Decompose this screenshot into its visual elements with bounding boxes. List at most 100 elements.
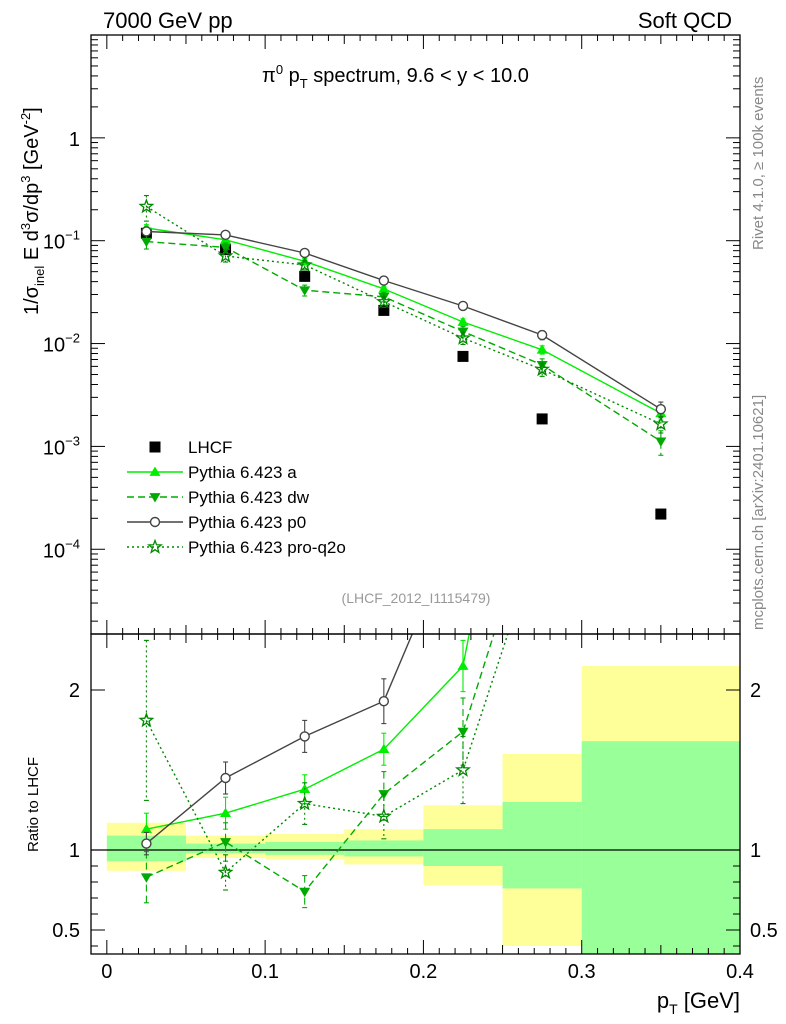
ratio-point-p0 [141, 838, 152, 849]
ratio-band-green [423, 829, 503, 866]
xlabel-subscript: T [669, 1001, 678, 1017]
ylabel-part-i: ] [21, 107, 43, 113]
rivet-version-label: Rivet 4.1.0, ≥ 100k events [750, 77, 767, 250]
tick-exponent: −2 [65, 331, 80, 346]
series-line-a [146, 227, 662, 414]
title-t-subscript: T [300, 76, 308, 91]
ratio-point-dw [140, 873, 152, 883]
data-point-a [378, 283, 390, 293]
data-point-lhcf [378, 304, 390, 316]
x-tick-label: 0.3 [568, 961, 596, 983]
title-pi-superscript: 0 [276, 62, 283, 77]
tick-base: 10 [43, 437, 65, 459]
ratio-y-tick-label-right: 0.5 [750, 920, 778, 942]
tick-base: 10 [43, 232, 65, 254]
ylabel-part-e: σ/dp [21, 183, 43, 223]
ylabel-part-b: inel [32, 266, 47, 286]
ratio-band-green [344, 840, 424, 857]
ratio-point-a [378, 743, 390, 754]
mcplots-label: mcplots.cern.ch [arXiv:2401.10621] [750, 395, 767, 630]
ratio-point-a [140, 823, 152, 834]
title-pi-symbol: π [262, 65, 276, 87]
ratio-point-a [537, 253, 548, 262]
ratio-band-green [502, 802, 582, 889]
ratio-panel-frame [90, 633, 741, 955]
tick-base: 10 [43, 540, 65, 562]
data-point-p0 [220, 229, 231, 241]
ratio-point-p0 [378, 696, 390, 707]
tick-base: 10 [43, 335, 65, 357]
data-point-dw [655, 437, 667, 447]
data-point-p0 [299, 247, 310, 259]
title-rest: spectrum, 9.6 < y < 10.0 [308, 65, 529, 87]
data-point-proq2o [217, 247, 234, 263]
ratio-point-dw [220, 838, 232, 848]
ratio-point-proq2o [138, 712, 155, 728]
x-tick-label: 0.1 [251, 961, 279, 983]
ratio-y-tick-label-left: 2 [69, 680, 80, 702]
data-point-proq2o [375, 293, 392, 309]
main-y-tick-label: 1 [69, 129, 80, 151]
legend-marker-proq2o [147, 538, 163, 554]
legend-label-dw: Pythia 6.423 dw [188, 488, 310, 507]
data-point-proq2o [652, 415, 669, 431]
data-point-lhcf [536, 413, 548, 425]
data-point-lhcf [457, 350, 469, 362]
ylabel-part-h: -2 [18, 113, 33, 125]
data-point-p0 [655, 404, 667, 415]
x-tick-label: 0 [101, 961, 112, 983]
data-point-dw [536, 361, 548, 371]
header-category-label: Soft QCD [638, 8, 732, 33]
ratio-band-green [265, 842, 345, 855]
legend-label-data: LHCF [188, 438, 232, 457]
main-y-tick-label: 10−1 [43, 228, 80, 254]
ratio-line-proq2o [145, 634, 509, 874]
series-line-proq2o [146, 205, 662, 425]
tick-exponent: −3 [65, 433, 80, 448]
x-axis-label: pT [GeV] [657, 988, 740, 1017]
data-point-a [536, 344, 548, 354]
data-point-lhcf [655, 508, 667, 520]
ratio-point-proq2o [536, 524, 548, 536]
ratio-y-tick-label-right: 1 [750, 840, 761, 862]
legend: LHCF Pythia 6.423 a Pythia 6.423 dw Pythia … [127, 438, 346, 557]
x-tick-label: 0.4 [726, 961, 754, 983]
ratio-y-tick-label-left: 1 [69, 840, 80, 862]
series-line-dw [146, 240, 662, 442]
tick-exponent: −1 [65, 228, 80, 243]
data-point-proq2o [534, 361, 551, 377]
legend-marker-data [149, 441, 161, 453]
data-point-a [457, 316, 469, 326]
data-point-proq2o [296, 256, 313, 272]
series-line-p0 [146, 230, 662, 410]
x-tick-label: 0.2 [410, 961, 438, 983]
ratio-point-dw [299, 887, 311, 898]
xlabel-rest: [GeV] [678, 988, 740, 1013]
main-y-tick-label: 10−3 [43, 433, 80, 459]
main-y-tick-label: 10−4 [43, 536, 80, 562]
legend-label-proq2o: Pythia 6.423 pro-q2o [188, 538, 346, 557]
ylabel-part-f: 3 [18, 176, 33, 183]
ratio-point-dw [457, 727, 469, 738]
legend-marker-dw [149, 493, 161, 503]
main-y-axis-label: 1/σinel E d3σ/dp3 [GeV-2] [18, 107, 47, 315]
ylabel-part-a: 1/σ [21, 285, 43, 315]
ratio-y-tick-label-right: 2 [750, 680, 761, 702]
ratio-point-proq2o [455, 761, 471, 777]
ylabel-part-d: 3 [18, 223, 33, 230]
ratio-point-a [457, 660, 469, 670]
ratio-y-axis-label: Ratio to LHCF [25, 757, 42, 852]
ratio-point-proq2o [375, 807, 392, 824]
ratio-band-green [581, 741, 740, 954]
main-plot-title: π0 pT spectrum, 9.6 < y < 10.0 [262, 62, 529, 91]
ratio-point-dw [537, 478, 548, 487]
data-point-p0 [378, 275, 390, 286]
data-point-p0 [536, 329, 548, 341]
ylabel-part-g: [GeV [21, 124, 43, 176]
tick-exponent: −4 [65, 536, 80, 551]
header-energy-label: 7000 GeV pp [103, 8, 233, 33]
ratio-point-p0 [220, 772, 231, 784]
axes-group: 110−110−210−310−40 0.1 0.2 0.3 0.40.5 0.51 12 2 [43, 34, 778, 983]
ratio-uncertainty-bands [106, 666, 740, 954]
